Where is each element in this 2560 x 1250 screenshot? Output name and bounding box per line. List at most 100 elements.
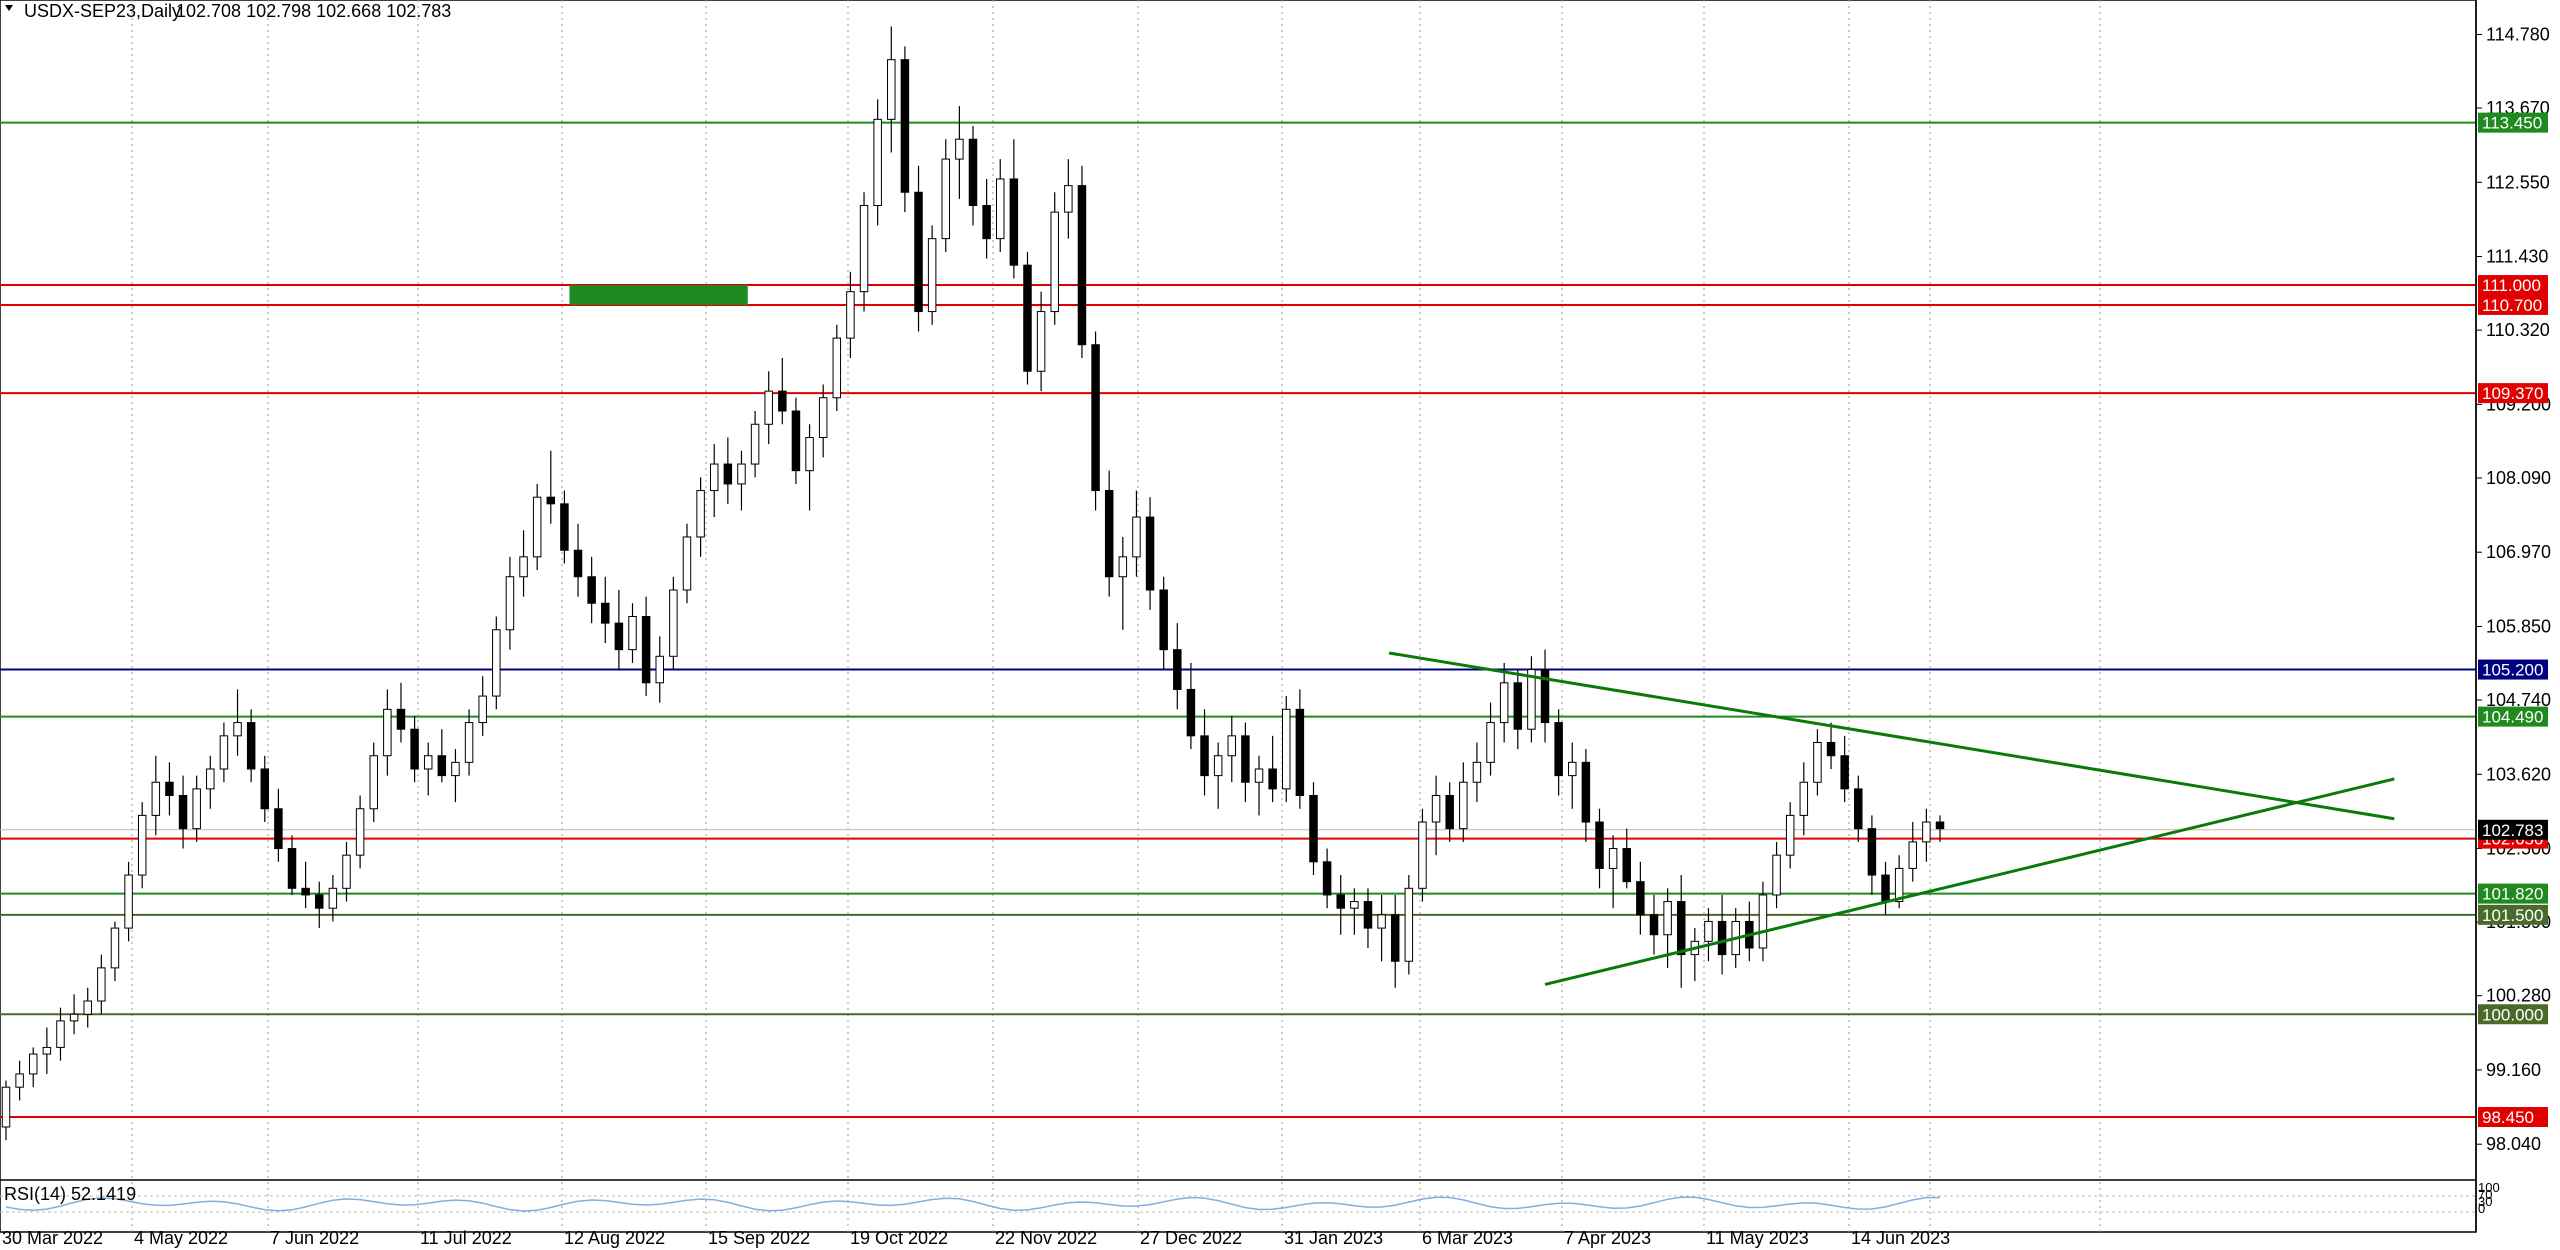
level-label-box bbox=[2478, 1004, 2548, 1025]
candle bbox=[1622, 848, 1631, 883]
candle bbox=[750, 423, 760, 465]
candle bbox=[1513, 682, 1523, 730]
supply-zone[interactable] bbox=[569, 285, 748, 305]
price-tick-label: 99.160 bbox=[2486, 1060, 2541, 1080]
trendline[interactable] bbox=[1544, 777, 2395, 986]
candle bbox=[1404, 887, 1414, 962]
candle bbox=[1431, 795, 1441, 823]
candle bbox=[1227, 735, 1237, 757]
candle bbox=[519, 556, 528, 578]
candle bbox=[1159, 589, 1168, 651]
candle bbox=[655, 655, 664, 684]
candle bbox=[1118, 556, 1128, 578]
level-label-box bbox=[2478, 904, 2548, 925]
candle bbox=[914, 191, 923, 313]
candle bbox=[69, 1013, 79, 1022]
candle bbox=[1595, 821, 1604, 869]
level-label-box bbox=[2478, 275, 2548, 296]
candle bbox=[941, 158, 951, 240]
rsi-line bbox=[5, 1196, 1941, 1212]
level-label: 98.450 bbox=[2482, 1108, 2534, 1127]
candle bbox=[982, 205, 991, 240]
candle bbox=[492, 629, 501, 697]
candle bbox=[1336, 894, 1345, 909]
date-tick-label: 11 May 2023 bbox=[1706, 1228, 1809, 1248]
symbol-title: USDX-SEP23,Daily bbox=[24, 1, 181, 21]
date-tick-label: 19 Oct 2022 bbox=[850, 1228, 948, 1248]
date-tick-label: 12 Aug 2022 bbox=[564, 1228, 665, 1248]
candle bbox=[696, 490, 705, 538]
zone-layer bbox=[569, 285, 748, 305]
price-tick-label: 98.040 bbox=[2486, 1134, 2541, 1154]
current-price-box bbox=[2478, 819, 2548, 840]
price-tick-label: 100.280 bbox=[2486, 986, 2551, 1006]
price-tick-label: 106.970 bbox=[2486, 542, 2551, 562]
candle bbox=[1785, 814, 1795, 856]
candle bbox=[1091, 344, 1100, 492]
trendlines-layer bbox=[1388, 651, 2395, 986]
grid-layer bbox=[0, 0, 2477, 1233]
candle bbox=[1350, 901, 1359, 909]
candle bbox=[846, 291, 855, 339]
candle bbox=[709, 463, 719, 492]
candle bbox=[1527, 669, 1536, 730]
candle bbox=[1881, 874, 1890, 903]
candle bbox=[955, 138, 964, 160]
candle bbox=[83, 1000, 92, 1015]
candle bbox=[15, 1073, 24, 1088]
candle bbox=[396, 708, 406, 730]
candle bbox=[1922, 821, 1931, 843]
candle bbox=[274, 808, 283, 850]
candle bbox=[1813, 741, 1822, 783]
candle bbox=[1772, 854, 1781, 896]
candle bbox=[587, 576, 596, 604]
trendline[interactable] bbox=[1388, 651, 2395, 821]
date-tick-label: 22 Nov 2022 bbox=[995, 1228, 1097, 1248]
candle bbox=[28, 1053, 38, 1075]
candle bbox=[219, 735, 229, 770]
price-tick-label: 112.550 bbox=[2486, 172, 2550, 192]
candle bbox=[1649, 914, 1659, 936]
level-label-box bbox=[2478, 383, 2548, 404]
current-price-label: 102.783 bbox=[2482, 821, 2543, 840]
candle bbox=[669, 589, 678, 657]
level-label-box bbox=[2478, 883, 2548, 904]
candle bbox=[1064, 185, 1073, 213]
date-tick-label: 31 Jan 2023 bbox=[1284, 1228, 1383, 1248]
candle bbox=[1486, 722, 1495, 763]
level-label: 101.820 bbox=[2482, 885, 2543, 904]
candle bbox=[451, 761, 460, 777]
candle bbox=[151, 781, 161, 816]
candle bbox=[1636, 881, 1645, 916]
rsi-scale-label: 30 bbox=[2478, 1194, 2492, 1209]
candle bbox=[1145, 516, 1155, 591]
candle bbox=[1799, 781, 1809, 816]
rsi-label: RSI(14) 52.1419 bbox=[4, 1184, 136, 1204]
candle bbox=[1186, 688, 1196, 737]
candle bbox=[1023, 264, 1032, 372]
candle bbox=[968, 138, 978, 207]
dropdown-arrow-icon[interactable] bbox=[5, 5, 13, 11]
candle bbox=[887, 59, 896, 120]
candle bbox=[1554, 722, 1563, 777]
candle bbox=[682, 536, 692, 591]
candle bbox=[110, 927, 120, 969]
candle bbox=[1077, 185, 1087, 346]
candle bbox=[342, 854, 351, 889]
level-label-box bbox=[2478, 706, 2548, 727]
candle bbox=[369, 755, 378, 810]
ohlc-values: 102.708 102.798 102.668 102.783 bbox=[176, 1, 451, 21]
candle bbox=[1104, 490, 1114, 578]
candle bbox=[1390, 914, 1400, 962]
candle bbox=[478, 695, 487, 724]
level-label: 111.000 bbox=[2482, 276, 2541, 295]
candle bbox=[505, 576, 515, 631]
candle bbox=[641, 616, 651, 684]
date-tick-label: 4 May 2022 bbox=[134, 1228, 228, 1248]
candle bbox=[573, 549, 583, 578]
candle bbox=[233, 722, 242, 737]
candle bbox=[56, 1020, 65, 1048]
candle bbox=[1840, 755, 1849, 790]
